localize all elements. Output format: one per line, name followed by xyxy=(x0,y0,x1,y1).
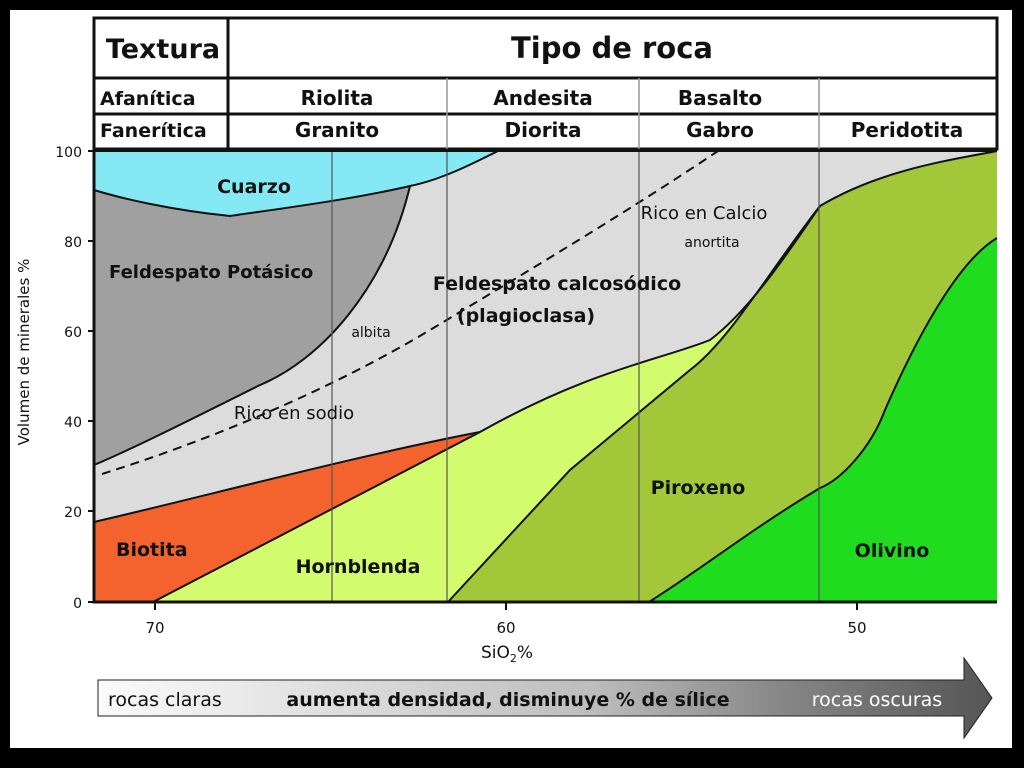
header-table: Textura Tipo de roca Afanítica Fanerític… xyxy=(92,16,999,151)
label-plagioclasa-2: (plagioclasa) xyxy=(457,305,595,327)
x-tick-70: 70 xyxy=(145,619,164,637)
piroxeno-region xyxy=(448,151,997,602)
cuarzo-region xyxy=(94,151,498,216)
arrow-rocas-oscuras: rocas oscuras xyxy=(812,689,942,711)
tipo-roca-header: Tipo de roca xyxy=(511,31,713,65)
label-olivino: Olivino xyxy=(855,540,930,562)
label-albita: albita xyxy=(351,325,390,341)
rock-division-lines xyxy=(331,151,820,602)
olivino-region xyxy=(649,238,997,602)
y-tick-60: 60 xyxy=(64,325,82,341)
x-tick-60: 60 xyxy=(496,619,515,637)
biotita-region xyxy=(94,432,480,602)
label-piroxeno: Piroxeno xyxy=(651,477,746,499)
label-rico-sodio: Rico en sodio xyxy=(234,403,354,424)
faneritica-label: Fanerítica xyxy=(100,120,207,142)
density-arrow: rocas claras aumenta densidad, disminuye… xyxy=(97,656,993,740)
label-plagioclasa-1: Feldespato calcosódico xyxy=(433,273,681,295)
rock-basalto: Basalto xyxy=(678,86,762,110)
x-tick-50: 50 xyxy=(847,619,866,637)
feldespato-potasico-region xyxy=(94,186,410,465)
rock-classification-diagram: Textura Tipo de roca Afanítica Fanerític… xyxy=(15,16,999,740)
y-tick-0: 0 xyxy=(73,596,82,612)
y-tick-20: 20 xyxy=(64,505,82,521)
label-feldespato-potasico: Feldespato Potásico xyxy=(109,262,313,283)
hornblenda-region xyxy=(153,206,820,602)
label-anortita: anortita xyxy=(684,235,739,251)
diagram-panel: Textura Tipo de roca Afanítica Fanerític… xyxy=(10,10,1012,748)
rock-gabro: Gabro xyxy=(686,118,754,142)
afanitica-label: Afanítica xyxy=(100,88,196,110)
arrow-rocas-claras: rocas claras xyxy=(108,689,222,711)
plot-area: Cuarzo Feldespato Potásico Feldespato ca… xyxy=(92,149,998,604)
x-axis-label: SiO2% xyxy=(481,643,533,665)
y-axis-label: Volumen de minerales % xyxy=(15,259,33,446)
y-tick-40: 40 xyxy=(64,415,82,431)
boundary-lines xyxy=(93,150,998,603)
label-biotita: Biotita xyxy=(116,539,188,561)
label-rico-calcio: Rico en Calcio xyxy=(641,203,768,224)
rock-andesita: Andesita xyxy=(493,86,592,110)
label-cuarzo: Cuarzo xyxy=(217,176,291,198)
label-hornblenda: Hornblenda xyxy=(296,556,421,578)
rock-riolita: Riolita xyxy=(301,86,374,110)
y-tick-100: 100 xyxy=(55,145,82,161)
rock-peridotita: Peridotita xyxy=(851,118,963,142)
rock-diorita: Diorita xyxy=(505,118,582,142)
arrow-middle-text: aumenta densidad, disminuye % de sílice xyxy=(286,689,729,711)
rock-granito: Granito xyxy=(295,118,379,142)
x-axis: 70 60 50 SiO2% xyxy=(145,602,867,665)
y-axis: 100 80 60 40 20 0 Volumen de minerales % xyxy=(15,145,94,612)
y-tick-80: 80 xyxy=(64,235,82,251)
textura-header: Textura xyxy=(106,34,220,65)
sodio-calcio-dashed-line xyxy=(101,150,719,475)
